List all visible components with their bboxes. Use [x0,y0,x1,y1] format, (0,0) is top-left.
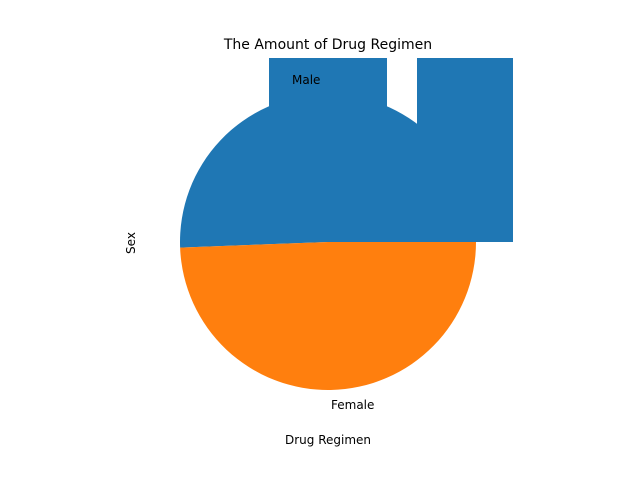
slice-artifact-0 [269,58,387,118]
pie-slices [180,58,513,391]
slice-artifact-2 [328,124,513,242]
chart-title: The Amount of Drug Regimen [223,37,432,53]
x-axis-label: Drug Regimen [285,433,371,447]
slice-label-male: Male [292,73,320,87]
slice-label-female: Female [331,398,374,412]
y-axis-label: Sex [124,232,138,254]
pie-slice-female [180,242,476,391]
